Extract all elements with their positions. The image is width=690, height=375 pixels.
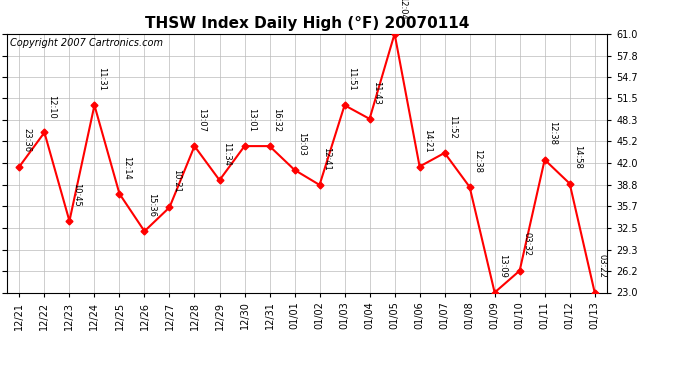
Text: 12:41: 12:41 <box>322 147 332 171</box>
Text: 14:58: 14:58 <box>573 146 582 170</box>
Text: 11:43: 11:43 <box>373 81 382 105</box>
Text: 03:22: 03:22 <box>598 254 607 278</box>
Text: 16:32: 16:32 <box>273 108 282 132</box>
Text: 11:34: 11:34 <box>222 142 232 166</box>
Text: 11:31: 11:31 <box>97 67 106 91</box>
Text: 12:04: 12:04 <box>397 0 406 20</box>
Text: 13:01: 13:01 <box>248 108 257 132</box>
Title: THSW Index Daily High (°F) 20070114: THSW Index Daily High (°F) 20070114 <box>145 16 469 31</box>
Text: 10:45: 10:45 <box>72 183 81 207</box>
Text: 12:38: 12:38 <box>473 149 482 173</box>
Text: 10:21: 10:21 <box>172 170 181 193</box>
Text: 11:51: 11:51 <box>348 67 357 91</box>
Text: 11:52: 11:52 <box>448 115 457 139</box>
Text: 14:21: 14:21 <box>422 129 432 152</box>
Text: 15:03: 15:03 <box>297 132 306 156</box>
Text: Copyright 2007 Cartronics.com: Copyright 2007 Cartronics.com <box>10 38 163 48</box>
Text: 03:32: 03:32 <box>522 232 532 256</box>
Text: 23:36: 23:36 <box>22 128 32 152</box>
Text: 12:14: 12:14 <box>122 156 132 180</box>
Text: 13:07: 13:07 <box>197 108 206 132</box>
Text: 12:10: 12:10 <box>48 94 57 118</box>
Text: 15:36: 15:36 <box>148 193 157 217</box>
Text: 12:38: 12:38 <box>548 122 557 146</box>
Text: 13:09: 13:09 <box>497 254 506 278</box>
